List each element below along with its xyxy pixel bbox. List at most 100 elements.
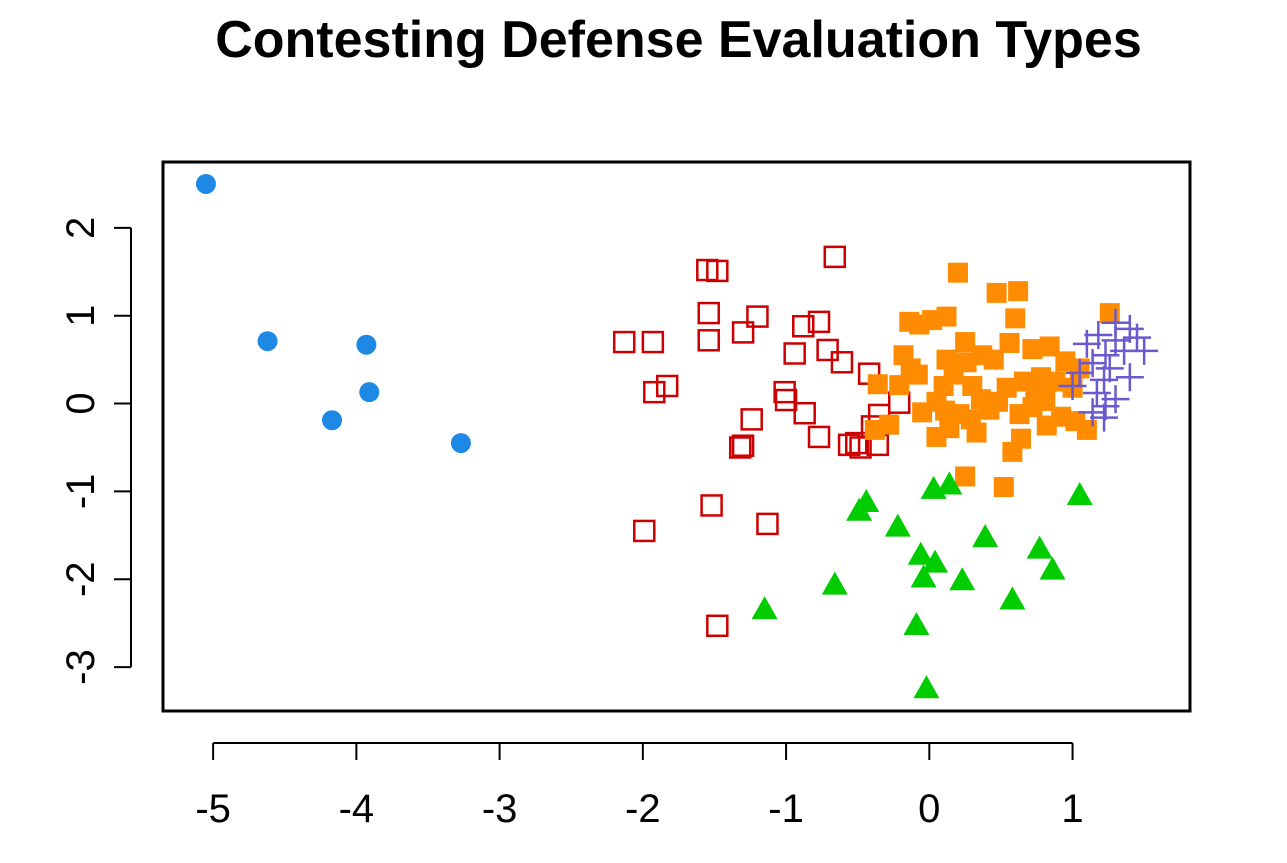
data-point	[899, 311, 920, 332]
x-tick-label: -5	[195, 787, 231, 831]
data-point	[751, 596, 778, 620]
axes: -5 -4 -3 -2 -1 0 1 -3 -2 -1 0 1 2	[59, 217, 1084, 831]
data-point	[793, 401, 816, 425]
data-point	[939, 418, 960, 439]
data-point	[697, 301, 720, 325]
x-tick-label: -2	[625, 787, 661, 831]
data-point	[783, 342, 806, 365]
x-tick-label: 1	[1061, 787, 1083, 831]
plot-frame	[161, 160, 1192, 713]
data-point	[1005, 308, 1026, 329]
data-point	[999, 332, 1020, 353]
data-point	[1090, 365, 1119, 394]
data-point	[257, 331, 278, 352]
y-tick-label: 1	[59, 305, 103, 327]
data-point	[956, 352, 977, 373]
data-point	[1115, 363, 1144, 392]
data-point	[922, 549, 949, 573]
data-point	[845, 431, 868, 455]
data-point	[612, 330, 636, 354]
data-point	[1090, 403, 1119, 432]
data-point	[1095, 354, 1124, 383]
data-point	[1130, 336, 1159, 365]
data-point	[697, 329, 720, 352]
data-point	[966, 422, 987, 443]
data-point	[1045, 371, 1066, 392]
data-point	[633, 519, 656, 543]
data-point	[706, 259, 729, 283]
data-point	[700, 494, 723, 517]
data-point	[1091, 341, 1120, 370]
data-point	[972, 524, 999, 548]
data-point	[1025, 383, 1046, 404]
data-point	[988, 391, 1009, 412]
data-point	[949, 567, 976, 591]
data-point	[910, 564, 937, 588]
data-point	[1078, 398, 1107, 427]
y-tick-label: -3	[59, 649, 103, 685]
data-point	[849, 436, 872, 459]
data-point	[837, 433, 861, 457]
data-point	[807, 310, 831, 334]
data-point	[1022, 339, 1043, 360]
data-point	[955, 466, 976, 487]
data-point	[1010, 428, 1031, 449]
data-point	[913, 675, 940, 699]
x-tick-label: -3	[482, 787, 518, 831]
data-point	[955, 332, 976, 353]
chart-title: Contesting Defense Evaluation Types	[215, 11, 1142, 69]
data-point	[1026, 535, 1053, 559]
data-point	[1091, 392, 1120, 421]
data-point	[1039, 336, 1060, 357]
data-point	[195, 173, 216, 194]
data-point	[1036, 415, 1057, 436]
data-point	[774, 388, 798, 412]
data-point	[731, 434, 755, 457]
data-point	[986, 282, 1007, 303]
data-point	[706, 614, 729, 638]
data-point	[947, 262, 968, 283]
data-point	[655, 374, 679, 398]
data-point	[907, 364, 928, 385]
data-point	[830, 351, 854, 374]
data-point	[756, 512, 779, 536]
data-point	[807, 425, 831, 449]
data-point	[999, 586, 1026, 610]
x-tick-label: -1	[768, 787, 804, 831]
data-point	[359, 382, 380, 403]
data-point	[816, 338, 839, 362]
data-point	[792, 315, 815, 338]
data-point	[322, 410, 343, 431]
data-point	[983, 349, 1004, 370]
data-point	[1076, 419, 1097, 440]
data-point	[356, 334, 377, 355]
data-point	[1058, 371, 1087, 400]
data-point	[1039, 556, 1066, 580]
data-point	[728, 436, 752, 459]
data-point	[731, 321, 755, 344]
data-points	[195, 173, 1159, 699]
x-tick-label: 0	[918, 787, 940, 831]
data-point	[889, 375, 910, 396]
data-point	[1065, 358, 1094, 387]
data-point	[773, 380, 796, 404]
y-tick-label: -2	[59, 561, 103, 597]
data-point	[1099, 303, 1120, 324]
data-point	[907, 541, 934, 565]
data-point	[867, 374, 888, 395]
data-point	[821, 571, 848, 595]
y-tick-label: 0	[59, 392, 103, 414]
x-tick-label: -4	[339, 787, 375, 831]
y-tick-label: -1	[59, 474, 103, 510]
data-point	[450, 433, 471, 454]
data-point	[903, 611, 930, 635]
data-point	[823, 245, 847, 269]
data-point	[846, 497, 873, 521]
data-point	[740, 408, 763, 431]
data-point	[936, 471, 963, 495]
data-point	[864, 419, 885, 440]
data-point	[1123, 323, 1151, 352]
data-point	[1066, 481, 1093, 505]
y-tick-label: 2	[59, 217, 103, 239]
